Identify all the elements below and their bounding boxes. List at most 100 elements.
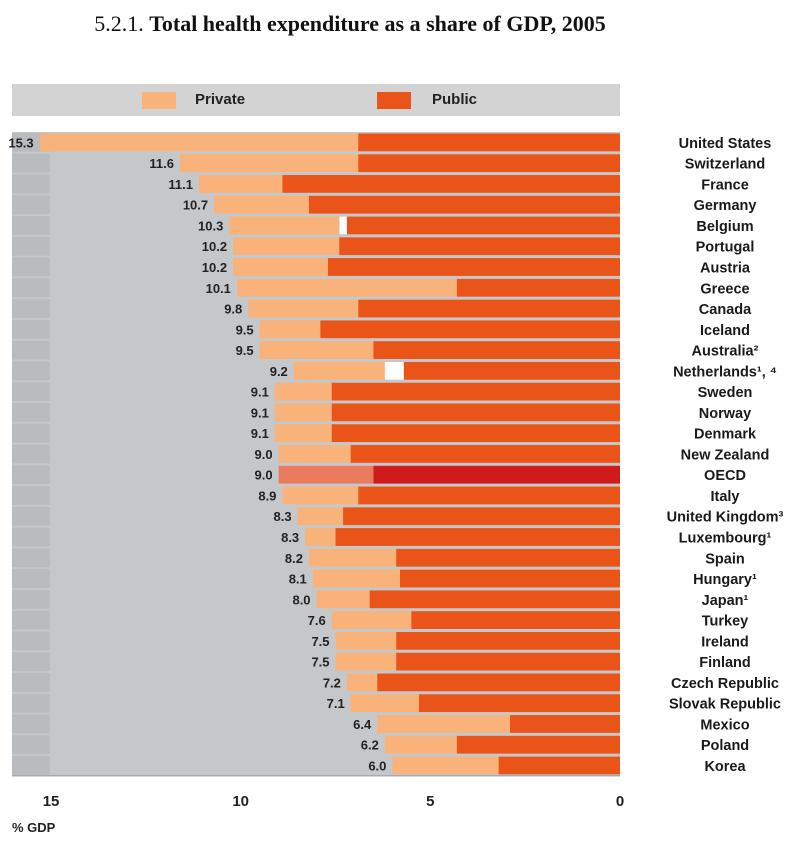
row-stripe xyxy=(12,673,50,692)
row-stripe xyxy=(12,403,50,422)
category-label-greece: Greece xyxy=(700,281,749,297)
bar-public-iceland xyxy=(320,320,620,339)
legend-label-private: Private xyxy=(195,91,246,108)
bar-private-netherlands xyxy=(293,361,404,380)
row-stripe xyxy=(12,340,50,360)
bar-public-denmark xyxy=(331,424,620,443)
bar-public-netherlands xyxy=(403,361,620,380)
bar-public-austria xyxy=(327,258,620,276)
bar-public-germany xyxy=(308,195,620,214)
x-axis-label: % GDP xyxy=(12,820,56,835)
bar-private-hungary xyxy=(312,569,401,588)
category-label-sweden: Sweden xyxy=(698,385,753,401)
category-label-netherlands: Netherlands¹, ⁴ xyxy=(673,364,777,380)
chart-title: 5.2.1. Total health expenditure as a sha… xyxy=(60,10,640,37)
value-label-korea: 6.0 xyxy=(368,758,386,773)
bar-public-korea xyxy=(498,756,620,775)
category-label-denmark: Denmark xyxy=(694,427,757,443)
bar-private-spain xyxy=(308,548,397,567)
bar-private-mexico xyxy=(377,715,511,733)
bar-private-iceland xyxy=(259,320,321,339)
row-stripe xyxy=(12,361,50,381)
value-label-australia: 9.5 xyxy=(236,343,254,358)
value-label-turkey: 7.6 xyxy=(308,613,326,628)
row-stripe xyxy=(12,382,50,402)
bar-private-belgium xyxy=(229,216,340,235)
bar-public-united-kingdom xyxy=(343,507,620,526)
category-label-czech-republic: Czech Republic xyxy=(671,676,779,692)
category-label-luxembourg: Luxembourg¹ xyxy=(679,531,772,547)
category-label-norway: Norway xyxy=(699,406,751,422)
bar-private-portugal xyxy=(233,237,340,256)
bar-private-italy xyxy=(282,486,359,505)
category-label-turkey: Turkey xyxy=(702,614,748,630)
category-label-hungary: Hungary¹ xyxy=(693,572,757,588)
value-label-oecd: 9.0 xyxy=(255,468,273,483)
bar-public-luxembourg xyxy=(335,528,620,546)
value-label-canada: 9.8 xyxy=(224,302,242,317)
row-stripe xyxy=(12,299,50,318)
bar-public-slovak-republic xyxy=(418,694,620,713)
legend-label-public: Public xyxy=(432,91,478,108)
bar-private-slovak-republic xyxy=(350,694,419,713)
category-label-australia: Australia² xyxy=(692,344,759,360)
row-stripe xyxy=(12,631,50,651)
x-tick-label: 5 xyxy=(426,793,434,810)
category-label-oecd: OECD xyxy=(704,468,746,484)
row-stripe xyxy=(12,153,50,173)
value-label-united-kingdom: 8.3 xyxy=(274,509,292,524)
category-label-slovak-republic: Slovak Republic xyxy=(669,697,781,713)
x-tick-label: 10 xyxy=(232,793,249,810)
bar-public-new-zealand xyxy=(350,445,620,463)
value-label-belgium: 10.3 xyxy=(198,218,223,233)
bar-public-hungary xyxy=(400,569,620,588)
value-label-norway: 9.1 xyxy=(251,405,269,420)
bar-public-spain xyxy=(396,548,620,567)
bar-private-united-states xyxy=(39,133,359,152)
category-label-belgium: Belgium xyxy=(696,219,753,235)
category-label-japan: Japan¹ xyxy=(702,593,749,609)
value-label-denmark: 9.1 xyxy=(251,426,269,441)
value-label-sweden: 9.1 xyxy=(251,385,269,400)
row-stripe xyxy=(12,693,50,713)
bar-gap-netherlands xyxy=(384,361,404,380)
bar-public-belgium xyxy=(339,216,620,235)
category-label-italy: Italy xyxy=(710,489,739,505)
value-label-spain: 8.2 xyxy=(285,551,303,566)
category-label-france: France xyxy=(701,177,749,193)
bar-public-portugal xyxy=(339,237,620,256)
row-stripe xyxy=(12,423,50,443)
x-tick-label: 15 xyxy=(43,793,60,810)
bar-public-australia xyxy=(373,341,620,359)
bar-public-switzerland xyxy=(358,154,620,173)
row-stripe xyxy=(12,589,50,609)
bar-private-norway xyxy=(274,403,332,422)
category-label-new-zealand: New Zealand xyxy=(681,447,770,463)
bar-private-poland xyxy=(384,735,457,754)
value-label-austria: 10.2 xyxy=(202,260,227,275)
bar-public-poland xyxy=(456,735,620,754)
bar-private-australia xyxy=(259,341,374,359)
bar-private-austria xyxy=(233,258,328,276)
legend-swatch-public xyxy=(377,92,411,109)
bar-private-korea xyxy=(392,756,499,775)
row-stripe xyxy=(12,506,50,526)
value-label-luxembourg: 8.3 xyxy=(281,530,299,545)
bar-gap-belgium xyxy=(339,216,347,235)
bar-private-denmark xyxy=(274,424,332,443)
legend-swatch-private xyxy=(142,92,176,109)
category-label-united-states: United States xyxy=(679,136,772,152)
value-label-germany: 10.7 xyxy=(183,198,208,213)
bar-public-czech-republic xyxy=(377,673,620,692)
row-stripe xyxy=(12,714,50,734)
value-label-japan: 8.0 xyxy=(292,592,310,607)
bar-private-germany xyxy=(214,195,309,214)
row-stripe xyxy=(12,257,50,277)
category-label-ireland: Ireland xyxy=(701,634,749,650)
value-label-italy: 8.9 xyxy=(258,488,276,503)
category-label-canada: Canada xyxy=(699,302,752,318)
value-label-iceland: 9.5 xyxy=(236,322,254,337)
row-stripe xyxy=(12,174,50,194)
row-stripe xyxy=(12,527,50,547)
bar-private-turkey xyxy=(331,611,412,629)
